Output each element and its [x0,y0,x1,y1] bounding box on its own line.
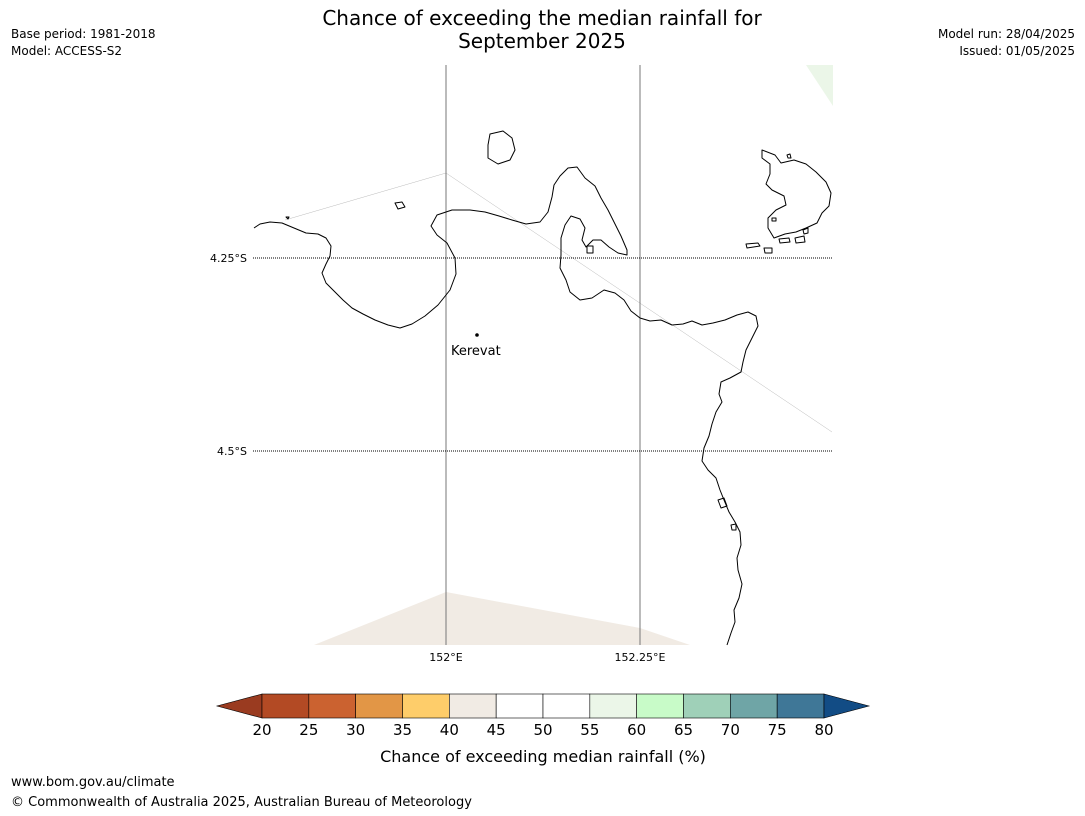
coastline-main-north [253,166,759,646]
colorbar: 20 25 30 35 40 45 50 55 60 65 70 75 80 Chance of exc… [215,693,871,766]
footer-url: www.bom.gov.au/climate [11,775,175,790]
colorbar-tick-40: 40 [440,721,459,739]
base-period-text: Base period: 1981-2018 [11,27,156,41]
lon-label-152-25e: 152.25°E [615,651,666,664]
colorbar-label: Chance of exceeding median rainfall (%) [380,747,706,766]
coastline-islet-ne-1 [786,153,792,159]
title-line-2: September 2025 [458,29,626,53]
coastline-islet-ne-2 [771,217,777,222]
grid-cell-edges [284,172,833,433]
kerevat-label: Kerevat [451,344,501,359]
coastline-islet-ne-5 [778,237,791,244]
colorbar-under-arrow [215,693,263,719]
shade-region-40-45-south [314,592,690,645]
coastline-islet-north [487,130,516,165]
colorbar-bin-75-80 [776,693,825,719]
issued-text: Issued: 01/05/2025 [959,44,1075,58]
colorbar-bin-55-60 [589,693,637,719]
coastline-islet-ne-7 [802,227,809,235]
coastline-islet-bay [586,245,594,254]
colorbar-bin-50-55 [542,693,591,719]
colorbar-tick-50: 50 [533,721,552,739]
colorbar-bins [261,693,825,719]
coastline-islet-ne-6 [794,235,806,244]
colorbar-bin-30-35 [355,693,403,719]
colorbar-tick-65: 65 [674,721,693,739]
colorbar-tick-35: 35 [393,721,412,739]
colorbar-bin-20-25 [261,693,310,719]
shade-region-55-60-northeast [806,65,833,106]
map-title: Chance of exceeding the median rainfall … [242,7,842,53]
forecast-metadata-left: Base period: 1981-2018 Model: ACCESS-S2 [11,26,156,60]
colorbar-tick-60: 60 [627,721,646,739]
colorbar-bin-40-45 [449,693,497,719]
colorbar-bin-25-30 [308,693,356,719]
colorbar-ticks: 20 25 30 35 40 45 50 55 60 65 70 75 80 [252,721,833,739]
lat-label-4-5s: 4.5°S [217,445,247,458]
coastline [253,130,832,646]
coastline-islet-east-1 [717,497,728,509]
coastline-islet-ne-4 [763,247,773,254]
coastline-duke-of-york [761,149,832,239]
graticule [253,65,833,645]
model-run-text: Model run: 28/04/2025 [937,27,1075,41]
colorbar-tick-20: 20 [252,721,271,739]
colorbar-tick-55: 55 [580,721,599,739]
coastline-islet-small [394,201,406,210]
forecast-metadata-right: Model run: 28/04/2025 Issued: 01/05/2025 [938,26,1075,60]
colorbar-tick-45: 45 [487,721,506,739]
kerevat-marker [475,333,479,337]
lat-label-4-25s: 4.25°S [210,252,247,265]
title-line-1: Chance of exceeding the median rainfall … [322,6,762,30]
lon-label-152e: 152°E [429,651,462,664]
colorbar-bin-70-75 [730,693,778,719]
colorbar-bin-45-50 [495,693,544,719]
coastline-islet-point [285,216,290,220]
model-text: Model: ACCESS-S2 [11,44,123,58]
colorbar-tick-30: 30 [346,721,365,739]
colorbar-over-arrow [823,693,871,719]
colorbar-tick-25: 25 [299,721,318,739]
colorbar-tick-80: 80 [814,721,833,739]
coastline-islet-ne-3 [745,242,761,249]
colorbar-bin-60-65 [636,693,684,719]
coastline-islet-east-2 [730,523,737,531]
footer-copyright: © Commonwealth of Australia 2025, Austra… [11,795,472,810]
map-panel: Kerevat 4.25°S 4.5°S 152°E 152.25°E [210,65,833,664]
colorbar-tick-70: 70 [721,721,740,739]
colorbar-bin-65-70 [683,693,731,719]
colorbar-bin-35-40 [402,693,450,719]
colorbar-tick-75: 75 [768,721,787,739]
